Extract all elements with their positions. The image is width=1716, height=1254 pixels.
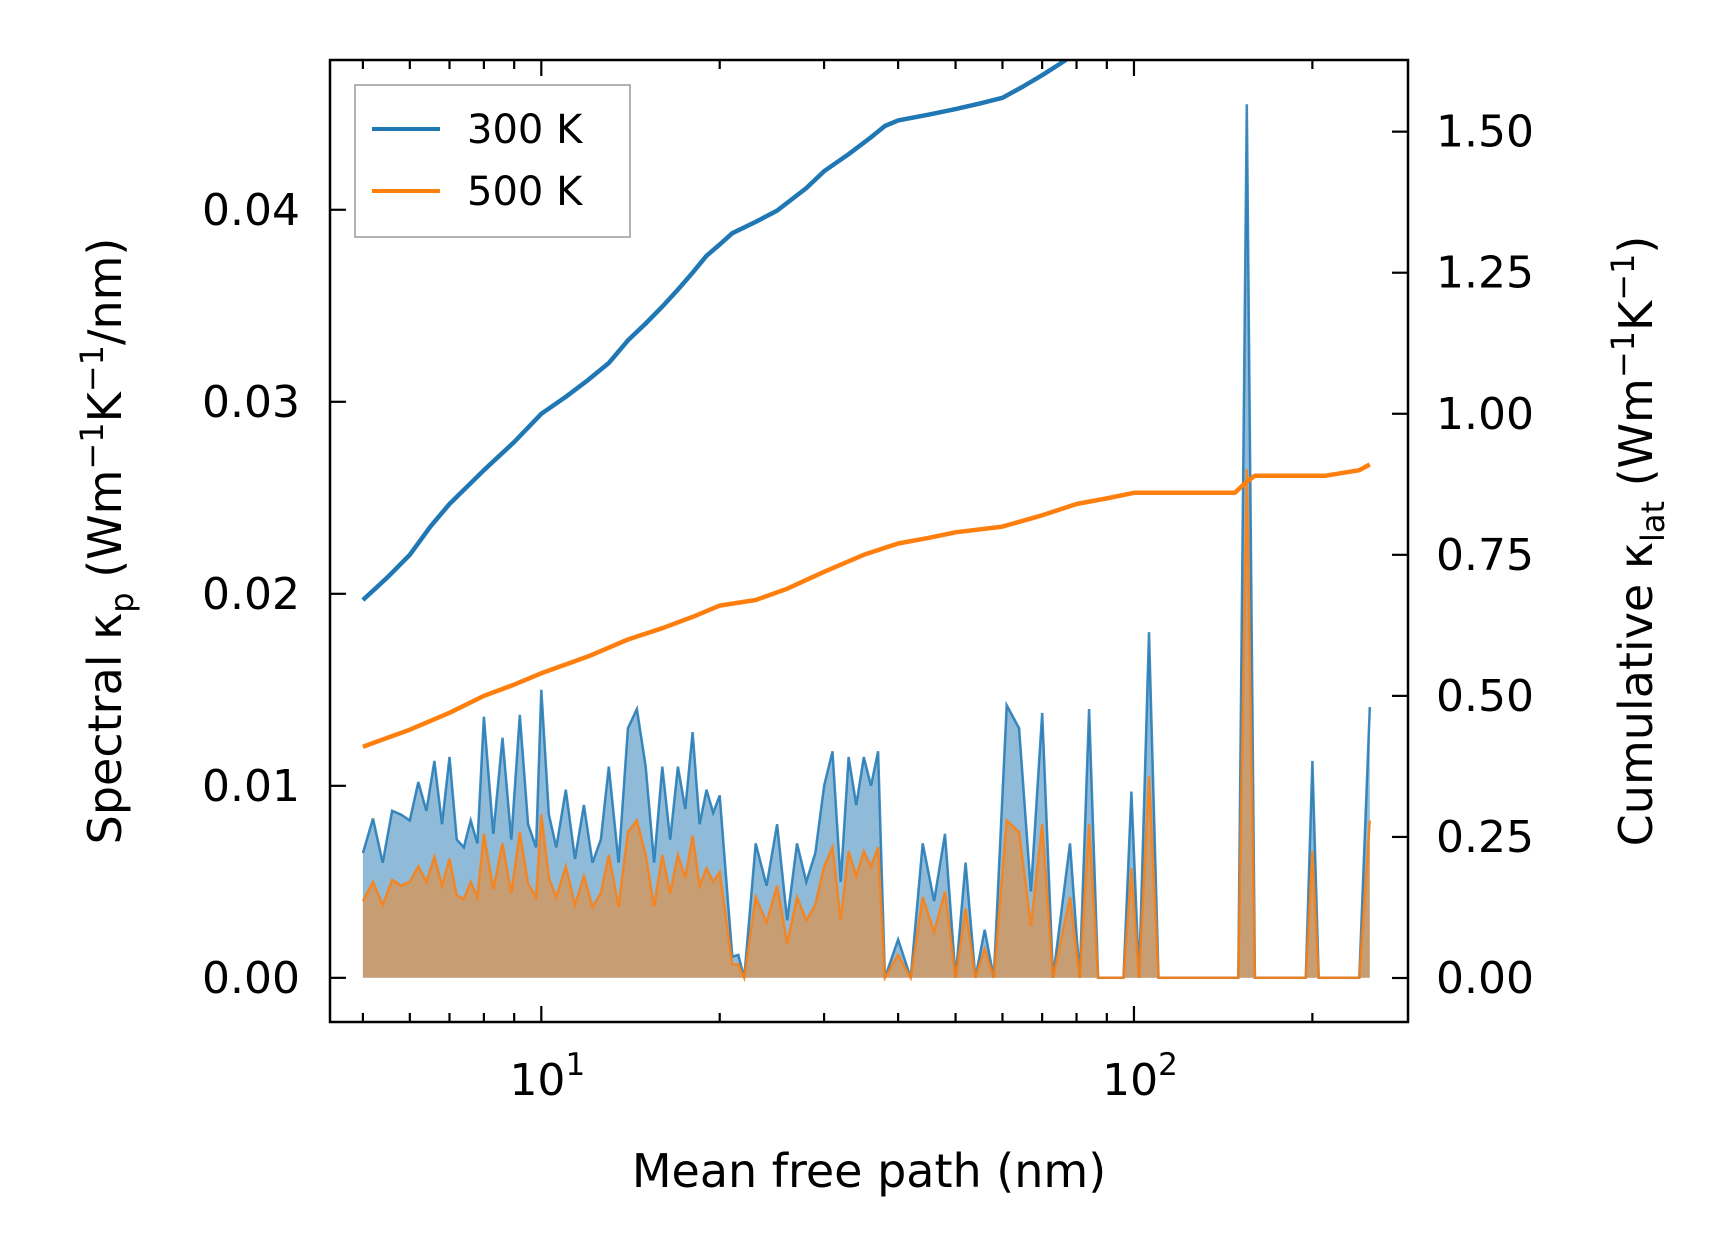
legend-label-300k: 300 K: [467, 107, 584, 153]
y-axis-right-title: Cumulative κlat (Wm−1K−1): [1604, 236, 1672, 847]
spectral-line-300k: [361, 104, 1372, 980]
spectral-area-500k: [362, 469, 1370, 978]
spectral-area-300k: [362, 104, 1370, 978]
x-axis-title: Mean free path (nm): [632, 1144, 1106, 1198]
y-left-tick-label: 0.01: [202, 761, 300, 812]
spectral-line-500k: [361, 468, 1372, 983]
legend-box: [354, 84, 631, 238]
x-axis: 101 102: [361, 60, 1314, 1106]
cumulative-line-300k: [361, 60, 1070, 602]
y-right-tick-label: 1.25: [1436, 248, 1534, 299]
y-right-tick-label: 1.00: [1436, 389, 1534, 440]
y-right-tick-label: 0.50: [1436, 671, 1534, 722]
x-tick-label: 102: [1102, 1047, 1178, 1106]
cumulative-series-layer: [361, 60, 1371, 749]
y-right-tick-label: 0.75: [1436, 530, 1534, 581]
y-right-tick-label: 0.00: [1436, 953, 1534, 1004]
y-left-tick-label: 0.02: [202, 569, 300, 620]
y-left-tick-label: 0.00: [202, 953, 300, 1004]
y-left-tick-label: 0.04: [202, 185, 300, 236]
y-axis-left-title: Spectral κp (Wm−1K−1/nm): [73, 238, 141, 845]
y-axis-right: 0.00 0.25 0.50 0.75 1.00 1.25 1.50: [1392, 107, 1534, 1004]
y-right-tick-label: 1.50: [1436, 107, 1534, 158]
legend: 300 K 500 K: [354, 84, 631, 238]
legend-label-500k: 500 K: [467, 169, 584, 215]
x-tick-label: 101: [509, 1047, 585, 1106]
y-right-tick-label: 0.25: [1436, 812, 1534, 863]
y-left-tick-label: 0.03: [202, 377, 300, 428]
cumulative-line-500k: [362, 462, 1371, 749]
y-axis-left: 0.00 0.01 0.02 0.03 0.04: [202, 185, 346, 1004]
plot-frame: [328, 58, 1410, 1024]
spectral-series-layer: [361, 104, 1372, 983]
